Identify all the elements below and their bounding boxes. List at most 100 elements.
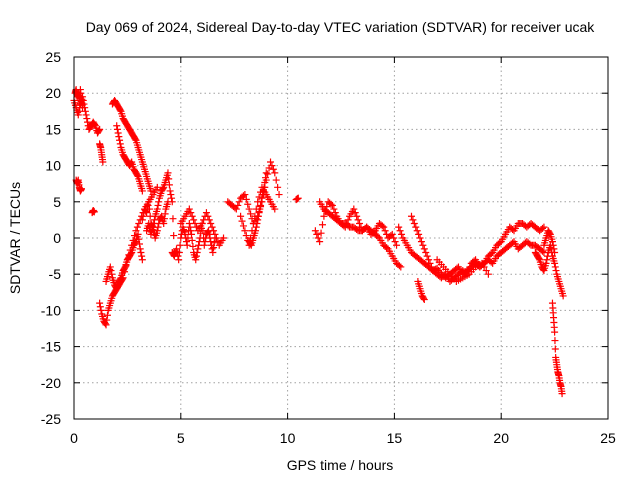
data-point-interp <box>131 135 139 143</box>
data-point-interp <box>116 275 124 283</box>
data-point <box>551 328 559 336</box>
data-point-interp <box>175 248 183 256</box>
data-point <box>420 245 428 253</box>
data-point <box>425 256 433 264</box>
data-point-interp <box>539 265 547 273</box>
data-point <box>551 248 559 256</box>
data-point <box>194 245 202 253</box>
data-point-interp <box>112 283 120 291</box>
data-point-interp <box>390 234 398 242</box>
data-point-interp <box>116 140 124 148</box>
data-point <box>241 227 249 235</box>
data-point <box>106 263 114 271</box>
data-point <box>316 238 324 246</box>
data-point-interp <box>398 230 406 238</box>
data-point-interp <box>551 263 559 271</box>
y-tick-label: 5 <box>53 194 61 210</box>
data-point-interp <box>353 212 361 220</box>
data-point-interp <box>253 220 261 228</box>
data-point <box>160 220 168 228</box>
data-point-interp <box>91 121 99 129</box>
series-trace-i <box>113 122 146 195</box>
data-point-interp <box>259 187 267 195</box>
data-point <box>397 263 405 271</box>
data-point <box>484 270 492 278</box>
data-point-interp <box>160 215 168 223</box>
y-tick-label: 0 <box>53 230 61 246</box>
data-point-interp <box>187 209 195 217</box>
data-point-interp <box>391 238 399 246</box>
data-point <box>185 205 193 213</box>
data-point-interp <box>188 236 196 244</box>
data-point <box>173 245 181 253</box>
data-point <box>262 169 270 177</box>
data-point <box>420 296 428 304</box>
data-point-interp <box>272 176 280 184</box>
data-point-interp <box>174 252 182 260</box>
data-point-interp <box>176 241 184 249</box>
series-trace-z <box>548 299 566 398</box>
x-tick-label: 20 <box>493 430 509 446</box>
data-point <box>138 187 146 195</box>
data-point-interp <box>133 171 141 179</box>
y-tick-label: 10 <box>45 158 61 174</box>
data-point <box>350 205 358 213</box>
data-point-interp <box>417 238 425 246</box>
data-point-interp <box>127 250 135 258</box>
data-point-interp <box>268 162 276 170</box>
data-point-interp <box>551 337 559 345</box>
data-point-interp <box>550 245 558 253</box>
x-tick-label: 10 <box>280 430 296 446</box>
data-point-interp <box>317 229 325 237</box>
data-point-interp <box>75 107 83 115</box>
data-point <box>132 227 140 235</box>
data-point-interp <box>420 294 428 302</box>
data-point-interp <box>254 212 262 220</box>
data-point-interp <box>313 230 321 238</box>
data-point <box>256 205 264 213</box>
data-point <box>187 230 195 238</box>
data-point-interp <box>155 198 163 206</box>
data-point-interp <box>193 248 201 256</box>
data-point-interp <box>549 241 557 249</box>
data-point-interp <box>191 220 199 228</box>
series-trace-d <box>88 206 98 217</box>
series-trace-m <box>177 205 228 249</box>
data-point-interp <box>252 223 260 231</box>
data-point-interp <box>538 224 546 232</box>
data-point-interp <box>188 212 196 220</box>
data-point-interp <box>261 178 269 186</box>
data-point-interp <box>269 165 277 173</box>
data-point-interp <box>161 210 169 218</box>
data-point-interp <box>159 185 167 193</box>
data-point-interp <box>356 220 364 228</box>
series-trace-c <box>72 176 85 195</box>
data-point-interp <box>189 242 197 250</box>
x-tick-label: 0 <box>70 430 78 446</box>
data-point <box>548 238 556 246</box>
series-trace-v <box>414 277 428 304</box>
data-point-interp <box>482 267 490 275</box>
series-trace-s <box>316 198 405 271</box>
data-point <box>134 230 142 238</box>
data-point-interp <box>419 241 427 249</box>
y-tick-label: 15 <box>45 121 61 137</box>
data-point-interp <box>97 306 105 314</box>
data-point <box>164 198 172 206</box>
data-point-interp <box>154 201 162 209</box>
x-tick-label: 15 <box>387 430 403 446</box>
data-point <box>138 256 146 264</box>
data-point-interp <box>205 216 213 224</box>
data-point <box>254 216 262 224</box>
data-point-interp <box>101 320 109 328</box>
data-point-interp <box>422 248 430 256</box>
data-point-interp <box>381 227 389 235</box>
data-point-interp <box>247 240 255 248</box>
data-point <box>96 125 104 133</box>
data-point <box>559 292 567 300</box>
data-point-interp <box>415 230 423 238</box>
data-point-interp <box>168 194 176 202</box>
chart-title: Day 069 of 2024, Sidereal Day-to-day VTE… <box>86 19 596 35</box>
data-point-interp <box>242 232 250 240</box>
